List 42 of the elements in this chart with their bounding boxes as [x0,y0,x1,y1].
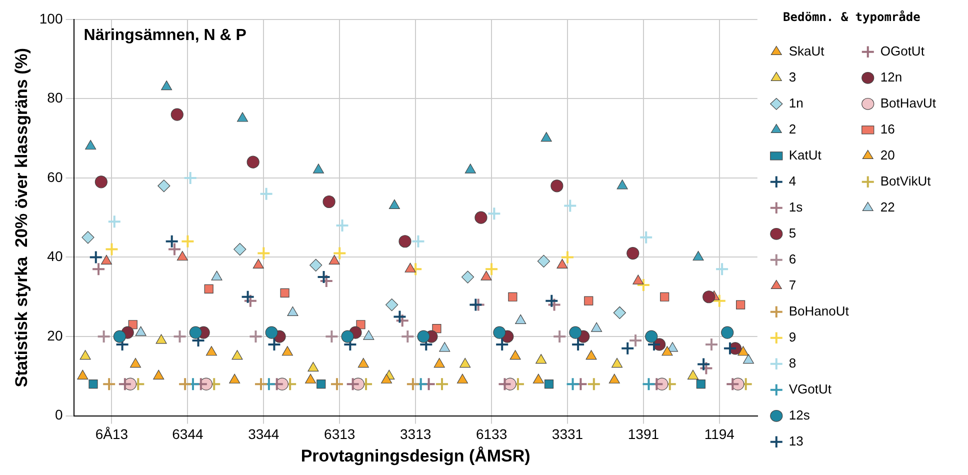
legend-label: VGotUt [788,381,832,396]
legend-label: 7 [788,277,796,292]
legend-label: 5 [788,225,796,240]
x-tick-label: 6344 [172,426,204,442]
y-tick-label: 100 [39,10,63,26]
legend-label: 16 [880,121,895,136]
legend-label: 6 [788,251,796,266]
y-tick-label: 60 [47,168,63,185]
legend-label: 1n [788,95,804,110]
chart-title: Näringsämnen, N & P [84,26,247,44]
legend-label: 3 [788,69,796,84]
legend-label: BotVikUt [880,173,932,188]
y-tick-label: 40 [47,248,63,264]
legend-label: SkaUt [788,43,825,58]
legend-label: 12n [880,69,902,84]
y-tick-label: 80 [47,90,63,106]
x-tick-label: 3313 [400,426,432,442]
legend-label: 13 [788,433,804,448]
legend-label: 9 [788,329,796,344]
legend-label: BotHavUt [880,95,936,110]
x-tick-label: 6133 [476,426,508,442]
legend-label: 20 [880,147,895,162]
x-tick-label: 1194 [704,426,735,442]
legend-label: 12s [788,407,810,422]
legend-label: 1s [788,199,804,214]
x-axis-title: Provtagningsdesign (ÅMSR) [300,446,530,466]
legend-title: Bedömn. & typområde [783,10,920,24]
x-tick-label: 3344 [248,426,280,442]
legend-label: OGotUt [880,43,925,58]
x-tick-label: 6313 [324,426,356,442]
legend-label: 4 [788,173,796,188]
legend-label: BoHanoUt [788,303,850,318]
legend-label: 2 [788,121,796,136]
y-tick-label: 0 [54,406,63,423]
legend-label: 22 [880,199,895,214]
y-axis-title: Statistisk styrka 20% över klassgräns (%) [12,48,31,388]
x-tick-label: 1391 [628,426,660,442]
y-tick-label: 20 [47,327,63,344]
x-tick-label: 6Å13 [95,426,128,442]
legend-label: KatUt [788,147,822,162]
x-tick-label: 3331 [552,426,584,442]
legend-label: 8 [788,355,796,370]
